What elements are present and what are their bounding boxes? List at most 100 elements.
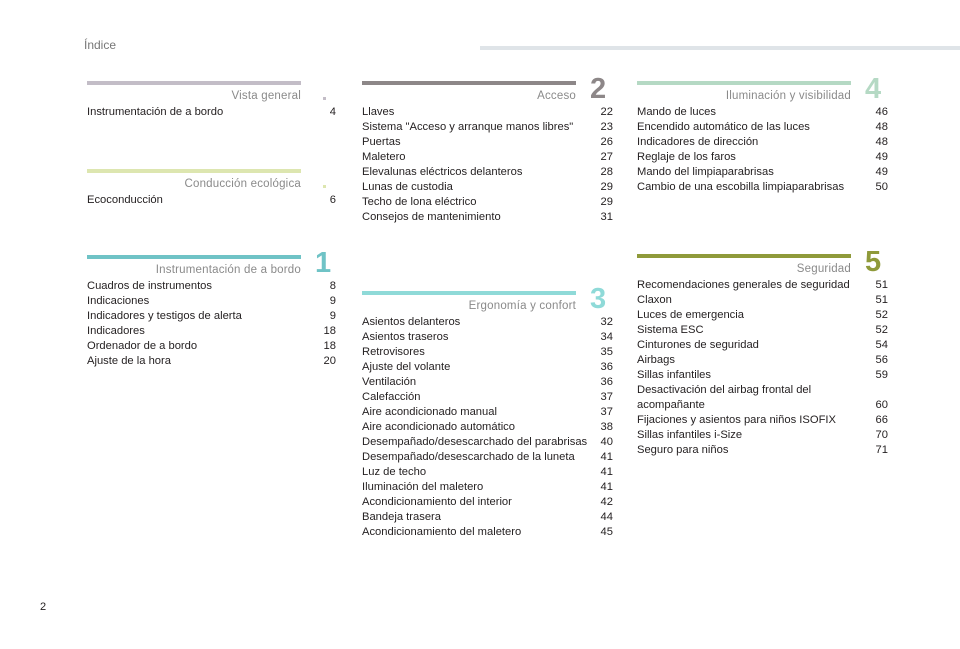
toc-entry[interactable]: Aire acondicionado automático 38 (362, 420, 613, 435)
toc-entry[interactable]: Claxon 51 (637, 293, 888, 308)
toc-entry[interactable]: Sillas infantiles i-Size 70 (637, 428, 888, 443)
toc-entry[interactable]: Llaves 22 (362, 105, 613, 120)
toc-entry-label: Asientos delanteros (362, 316, 461, 328)
toc-entry[interactable]: Desempañado/desescarchado del parabrisas… (362, 435, 613, 450)
section-entries: Asientos delanteros 32 Asientos traseros 34… (362, 315, 613, 540)
toc-entry[interactable]: Mando de luces 46 (637, 105, 888, 120)
toc-entry[interactable]: Luz de techo 41 (362, 465, 613, 480)
toc-entry[interactable]: Consejos de mantenimiento 31 (362, 210, 613, 225)
toc-entry[interactable]: Lunas de custodia 29 (362, 180, 613, 195)
toc-entry-label: Asientos traseros (362, 331, 449, 343)
toc-entry-label: Mando de luces (637, 106, 716, 118)
section-title: Instrumentación de a bordo (155, 264, 301, 276)
toc-entry[interactable]: Acondicionamiento del maletero 45 (362, 525, 613, 540)
toc-entry[interactable]: Puertas 26 (362, 135, 613, 150)
toc-entry-label: Cinturones de seguridad (637, 339, 759, 351)
toc-entry[interactable]: Techo de lona eléctrico 29 (362, 195, 613, 210)
toc-entry[interactable]: Ventilación 36 (362, 375, 613, 390)
toc-entry[interactable]: Sistema "Acceso y arranque manos libres"… (362, 120, 613, 135)
toc-entry-label: Seguro para niños (637, 444, 729, 456)
toc-entry-page: 28 (600, 166, 613, 178)
toc-entry-label: Fijaciones y asientos para niños ISOFIX (637, 414, 836, 426)
section-title: Ergonomía y confort (468, 300, 576, 312)
toc-entry-page: 40 (600, 436, 613, 448)
toc-entry-page: 49 (875, 166, 888, 178)
toc-entry-label: Cambio de una escobilla limpiaparabrisas (637, 181, 845, 193)
toc-entry[interactable]: Fijaciones y asientos para niños ISOFIX 6… (637, 413, 888, 428)
toc-entry[interactable]: Cuadros de instrumentos 8 (87, 279, 336, 294)
toc-entry[interactable]: Instrumentación de a bordo 4 (87, 105, 336, 120)
toc-entry[interactable]: Retrovisores 35 (362, 345, 613, 360)
section-iluminacion: Iluminación y visibilidad 4 Mando de luc… (637, 74, 888, 195)
toc-entry-page: 34 (600, 331, 613, 343)
page-header-title: Índice (84, 38, 117, 52)
toc-entry-page: 37 (600, 391, 613, 403)
toc-entry[interactable]: Elevalunas eléctricos delanteros 28 (362, 165, 613, 180)
section-entries: Mando de luces 46 Encendido automático de … (637, 105, 888, 195)
toc-entry-page: 22 (600, 106, 613, 118)
toc-entry[interactable]: Indicadores 18 (87, 324, 336, 339)
toc-entry[interactable]: Iluminación del maletero 41 (362, 480, 613, 495)
toc-entry-label: Desempañado/desescarchado de la luneta (362, 451, 575, 463)
toc-entry[interactable]: Ecoconducción 6 (87, 193, 336, 208)
toc-entry[interactable]: Seguro para niños 71 (637, 443, 888, 458)
toc-entry[interactable]: Reglaje de los faros 49 (637, 150, 888, 165)
toc-entry[interactable]: Desactivación del airbag frontal del aco… (637, 383, 888, 413)
toc-entry[interactable]: Cinturones de seguridad 54 (637, 338, 888, 353)
toc-entry-page: 56 (875, 354, 888, 366)
section-number: 1 (315, 247, 332, 279)
toc-entry[interactable]: Asientos delanteros 32 (362, 315, 613, 330)
toc-entry[interactable]: Maletero 27 (362, 150, 613, 165)
toc-entry-page: 70 (875, 429, 888, 441)
toc-entry[interactable]: Aire acondicionado manual 37 (362, 405, 613, 420)
toc-entry[interactable]: Ordenador de a bordo 18 (87, 339, 336, 354)
toc-entry-label: Desactivación del airbag frontal del aco… (637, 384, 812, 411)
section-bar (637, 81, 851, 85)
toc-entry-page: 48 (875, 136, 888, 148)
section-bar (362, 291, 576, 295)
toc-entry-label: Maletero (362, 151, 406, 163)
toc-entry[interactable]: Calefacción 37 (362, 390, 613, 405)
toc-entry[interactable]: Airbags 56 (637, 353, 888, 368)
toc-entry-label: Airbags (637, 354, 675, 366)
section-entries: Ecoconducción 6 (87, 193, 336, 208)
toc-entry[interactable]: Ajuste de la hora 20 (87, 354, 336, 369)
toc-entry-page: 31 (600, 211, 613, 223)
section-bar (362, 81, 576, 85)
toc-entry[interactable]: Encendido automático de las luces 48 (637, 120, 888, 135)
toc-entry-page: 35 (600, 346, 613, 358)
section-entries: Instrumentación de a bordo 4 (87, 105, 336, 120)
toc-entry-page: 8 (329, 280, 336, 292)
toc-entry[interactable]: Luces de emergencia 52 (637, 308, 888, 323)
toc-entry-page: 51 (875, 294, 888, 306)
section-conduccion-ecologica: Conducción ecológica Ecoconducción 6 (87, 169, 336, 208)
toc-entry[interactable]: Cambio de una escobilla limpiaparabrisas… (637, 180, 888, 195)
toc-entry[interactable]: Recomendaciones generales de seguridad 51 (637, 278, 888, 293)
toc-entry-page: 42 (600, 496, 613, 508)
section-vista-general: Vista general Instrumentación de a bordo… (87, 81, 336, 120)
toc-entry[interactable]: Desempañado/desescarchado de la luneta 41 (362, 450, 613, 465)
section-title: Acceso (537, 90, 576, 102)
toc-entry[interactable]: Sillas infantiles 59 (637, 368, 888, 383)
toc-entry-page: 48 (875, 121, 888, 133)
toc-entry-page: 46 (875, 106, 888, 118)
toc-entry[interactable]: Indicaciones 9 (87, 294, 336, 309)
toc-entry[interactable]: Ajuste del volante 36 (362, 360, 613, 375)
toc-entry-page: 41 (600, 466, 613, 478)
toc-entry[interactable]: Sistema ESC 52 (637, 323, 888, 338)
toc-entry-label: Acondicionamiento del maletero (362, 526, 522, 538)
toc-entry-page: 23 (600, 121, 613, 133)
toc-entry[interactable]: Bandeja trasera 44 (362, 510, 613, 525)
toc-entry[interactable]: Asientos traseros 34 (362, 330, 613, 345)
toc-entry-label: Desempañado/desescarchado del parabrisas (362, 436, 588, 448)
toc-entry[interactable]: Indicadores y testigos de alerta 9 (87, 309, 336, 324)
section-title: Vista general (231, 90, 301, 102)
toc-entry[interactable]: Mando del limpiaparabrisas 49 (637, 165, 888, 180)
toc-entry-page: 9 (329, 310, 336, 322)
toc-entry[interactable]: Indicadores de dirección 48 (637, 135, 888, 150)
toc-entry-label: Indicadores y testigos de alerta (87, 310, 242, 322)
section-number: 4 (865, 73, 882, 105)
toc-entry[interactable]: Acondicionamiento del interior 42 (362, 495, 613, 510)
toc-entry-label: Mando del limpiaparabrisas (637, 166, 774, 178)
toc-entry-label: Encendido automático de las luces (637, 121, 810, 133)
